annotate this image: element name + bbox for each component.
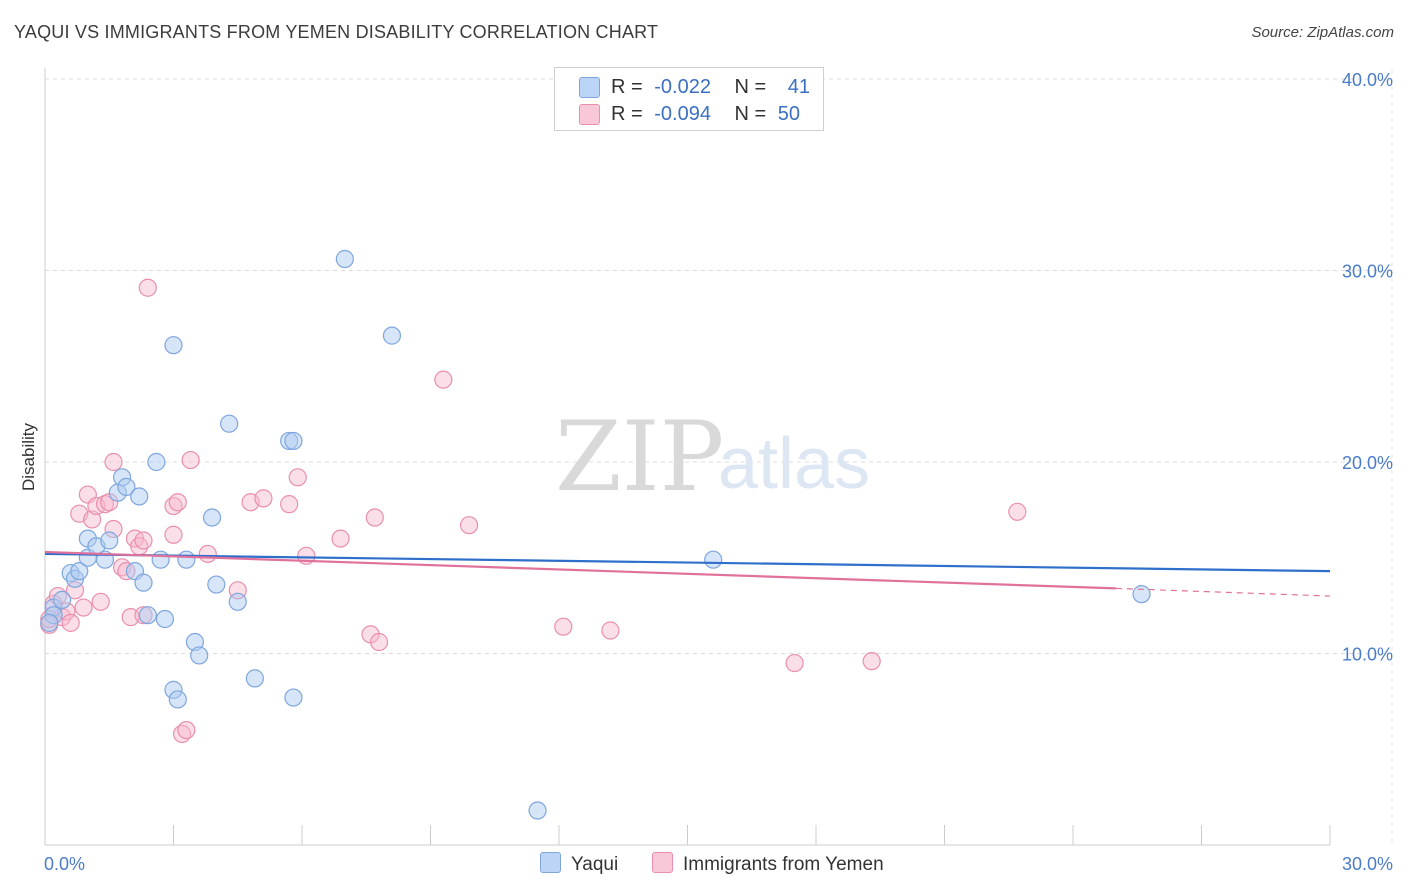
data-point-yemen — [91, 592, 110, 611]
data-point-yemen — [177, 720, 196, 740]
trend-line-yaqui — [44, 552, 1331, 573]
legend-n-value: 41 — [787, 76, 811, 98]
legend-swatch-yemen — [579, 104, 600, 125]
gridlines — [45, 70, 1393, 845]
data-point-yemen — [74, 598, 93, 617]
data-point-yemen — [331, 529, 350, 548]
data-point-yaqui — [1132, 585, 1151, 604]
data-point-yemen — [365, 508, 384, 527]
data-point-yemen — [288, 468, 307, 487]
legend-swatch-yaqui — [540, 852, 561, 873]
data-point-yaqui — [117, 477, 136, 496]
data-point-yaqui — [134, 573, 153, 592]
y-axis-label: Disability — [19, 422, 38, 491]
legend-label-yemen: Immigrants from Yemen — [683, 854, 884, 875]
data-point-yemen — [181, 450, 200, 470]
data-point-yaqui — [528, 801, 547, 820]
data-point-yemen — [83, 510, 102, 529]
legend-r-value: -0.022 — [654, 76, 711, 98]
data-point-yaqui — [704, 550, 723, 569]
data-point-yaqui — [70, 562, 89, 581]
y-tick-label: 20.0% — [1342, 453, 1393, 473]
x-tick-label: 30.0% — [1342, 854, 1393, 874]
data-point-yemen — [1008, 502, 1027, 521]
data-point-yaqui — [168, 690, 187, 709]
legend-r-label: R = — [611, 76, 643, 98]
legend-r-label: R = — [611, 103, 643, 125]
data-point-yemen — [198, 544, 217, 564]
trend-line-yemen-extension — [1115, 587, 1331, 597]
data-point-yemen — [554, 617, 573, 636]
watermark: ZIP atlas — [555, 401, 870, 513]
data-point-yemen — [164, 525, 183, 544]
series-yaqui-points — [40, 249, 1151, 820]
data-point-yemen — [104, 452, 123, 472]
data-point-yaqui — [130, 487, 149, 506]
trend-line-yemen — [44, 550, 1116, 590]
legend-n-value: 50 — [777, 103, 801, 125]
data-point-yaqui — [147, 452, 166, 472]
series-yemen-points — [40, 278, 1027, 744]
data-point-yemen — [61, 613, 80, 632]
data-point-yaqui — [155, 609, 175, 629]
axes — [44, 68, 1331, 846]
legend-item-yemen: Immigrants from Yemen — [652, 852, 884, 876]
data-point-yemen — [138, 278, 157, 297]
legend-n-label: N = — [734, 76, 767, 98]
data-point-yaqui — [190, 646, 209, 665]
data-point-yaqui — [284, 688, 303, 707]
data-point-yemen — [862, 652, 881, 671]
data-point-yemen — [370, 632, 389, 652]
data-point-yaqui — [138, 606, 157, 625]
legend-row-yaqui: R = -0.022 N = 41 — [579, 76, 811, 99]
y-tick-label: 10.0% — [1342, 645, 1393, 665]
legend-r-value: -0.094 — [654, 103, 711, 125]
data-point-yemen — [601, 621, 620, 640]
data-point-yaqui — [151, 550, 170, 569]
data-point-yaqui — [228, 592, 247, 611]
trend-lines — [44, 550, 1331, 597]
data-point-yaqui — [220, 414, 239, 433]
watermark-zip: ZIP — [555, 401, 724, 513]
data-point-yemen — [134, 531, 153, 550]
y-tick-label: 30.0% — [1342, 262, 1393, 282]
legend-label-yaqui: Yaqui — [571, 854, 619, 875]
y-tick-label: 40.0% — [1342, 70, 1393, 90]
legend-row-yemen: R = -0.094 N = 50 — [579, 103, 801, 126]
data-point-yaqui — [207, 575, 226, 594]
legend-swatch-yaqui — [579, 77, 600, 98]
data-point-yemen — [280, 495, 299, 514]
legend-swatch-yemen — [652, 852, 673, 873]
data-point-yaqui — [382, 326, 402, 345]
data-point-yaqui — [53, 590, 72, 609]
stats-legend: R = -0.022 N = 41 R = -0.094 N = 50 — [554, 67, 824, 131]
data-point-yaqui — [245, 669, 264, 688]
data-point-yaqui — [100, 531, 119, 550]
data-point-yaqui — [40, 613, 59, 632]
legend-n-label: N = — [734, 103, 767, 125]
data-point-yaqui — [335, 249, 354, 269]
watermark-atlas: atlas — [718, 424, 870, 504]
x-tick-label: 0.0% — [44, 854, 85, 874]
data-point-yaqui — [177, 550, 196, 569]
data-point-yemen — [254, 489, 273, 508]
chart-title: YAQUI VS IMMIGRANTS FROM YEMEN DISABILIT… — [14, 22, 659, 42]
data-point-yaqui — [284, 431, 303, 451]
tick-labels: 10.0% 20.0% 30.0% 40.0% 0.0% 30.0% — [44, 70, 1393, 874]
data-point-yemen — [434, 370, 453, 389]
data-point-yemen — [459, 516, 479, 535]
source-label: Source: ZipAtlas.com — [1251, 24, 1394, 41]
data-point-yaqui — [202, 508, 222, 527]
data-point-yemen — [168, 493, 187, 512]
legend-item-yaqui: Yaqui — [540, 852, 618, 876]
data-point-yaqui — [164, 336, 183, 355]
data-point-yemen — [785, 653, 804, 673]
